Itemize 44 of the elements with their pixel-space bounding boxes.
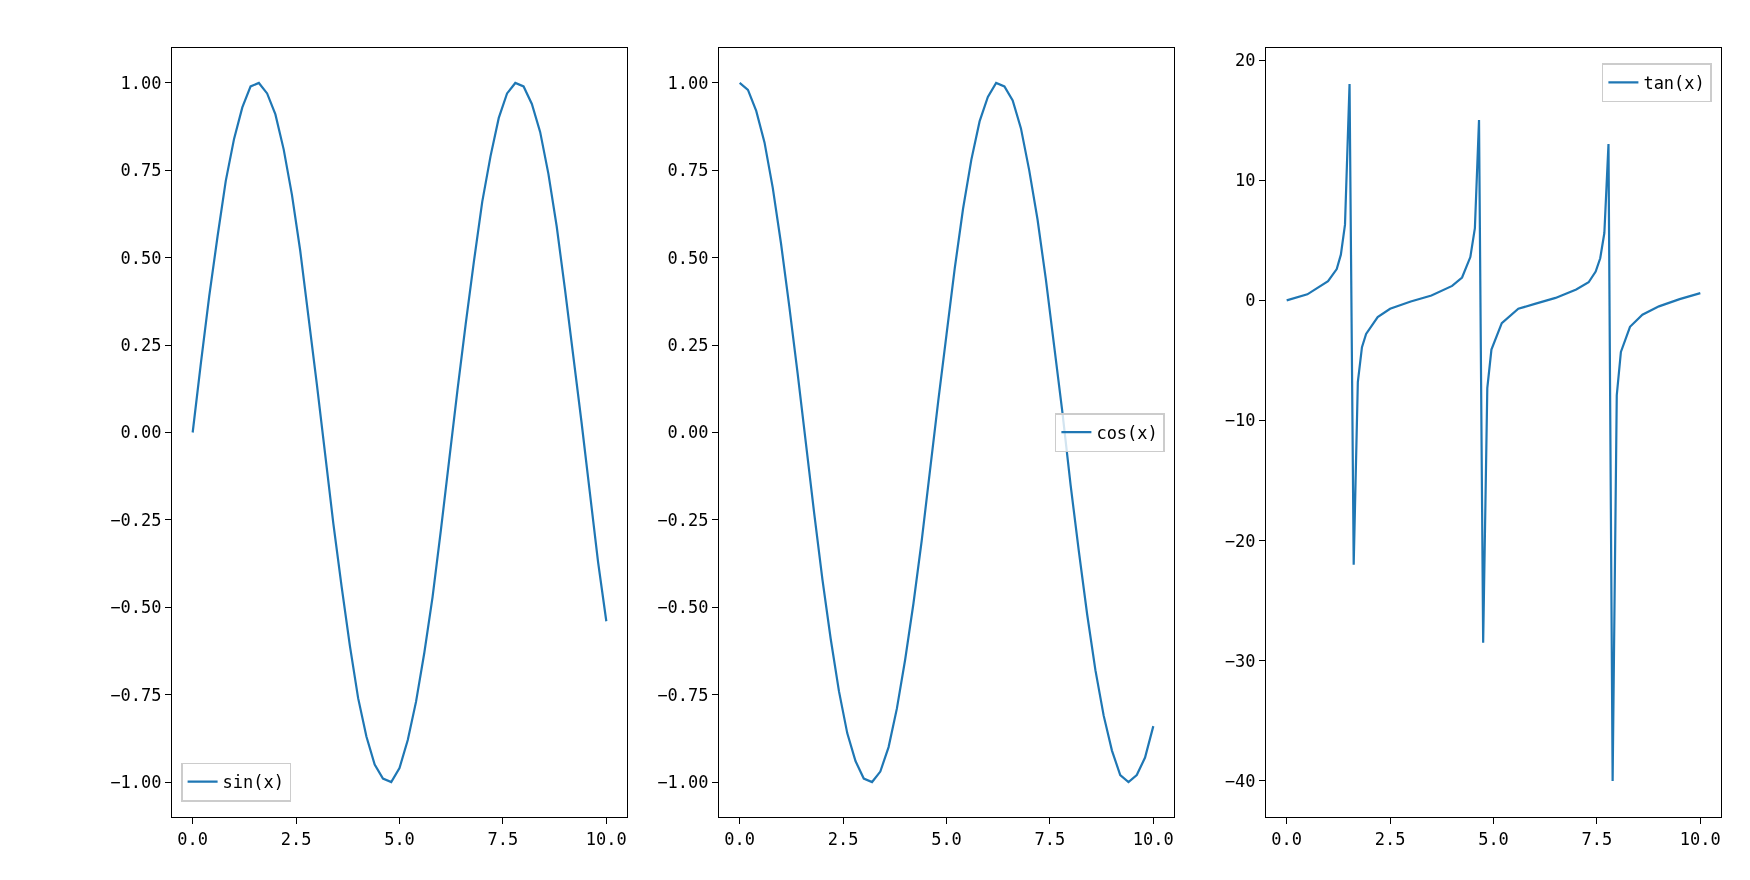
x-tick-label: 2.5: [280, 828, 312, 849]
y-tick-label: −0.50: [657, 597, 709, 618]
y-tick-label: 0.25: [667, 335, 709, 356]
y-tick-label: −0.50: [110, 597, 162, 618]
x-tick-label: 2.5: [1374, 828, 1406, 849]
x-tick-label: 10.0: [1679, 828, 1721, 849]
x-tick-label: 5.0: [384, 828, 415, 849]
x-tick-label: 5.0: [1478, 828, 1509, 849]
y-tick-label: −1.00: [110, 772, 162, 792]
legend-label: cos(x): [1096, 422, 1158, 443]
y-tick-label: 0.00: [667, 422, 709, 443]
y-tick-label: −20: [1224, 530, 1256, 551]
y-tick-label: −40: [1224, 770, 1256, 791]
y-tick-label: 1.00: [120, 72, 162, 93]
y-tick-label: −30: [1224, 650, 1256, 671]
legend-label: tan(x): [1643, 73, 1705, 94]
y-tick-label: 0.50: [667, 247, 709, 268]
y-tick-label: −0.25: [110, 509, 162, 530]
y-tick-label: −10: [1224, 410, 1256, 431]
y-tick-label: 0.50: [120, 247, 162, 268]
y-tick-label: 0.25: [120, 335, 162, 356]
x-tick-label: 0.0: [177, 828, 209, 849]
y-tick-label: −0.75: [657, 684, 709, 705]
y-tick-label: 0.75: [120, 160, 162, 181]
y-tick-label: 10: [1234, 170, 1256, 191]
x-tick-label: 7.5: [1581, 828, 1613, 849]
y-tick-label: 1.00: [667, 72, 709, 93]
x-tick-label: 10.0: [585, 828, 627, 849]
y-tick-label: 0.00: [120, 422, 162, 443]
x-tick-label: 10.0: [1132, 828, 1174, 849]
x-tick-label: 5.0: [931, 828, 962, 849]
x-tick-label: 2.5: [827, 828, 859, 849]
x-tick-label: 7.5: [487, 828, 519, 849]
x-tick-label: 0.0: [1271, 828, 1303, 849]
y-tick-label: −0.75: [110, 684, 162, 705]
y-tick-label: −1.00: [657, 772, 709, 792]
x-tick-label: 0.0: [724, 828, 756, 849]
y-tick-label: 0: [1245, 290, 1256, 311]
y-tick-label: 0.75: [667, 160, 709, 181]
x-tick-label: 7.5: [1034, 828, 1066, 849]
y-tick-label: 20: [1234, 49, 1256, 70]
line-series: [738, 81, 1155, 784]
legend-label: sin(x): [222, 772, 285, 793]
y-tick-label: −0.25: [657, 509, 709, 530]
